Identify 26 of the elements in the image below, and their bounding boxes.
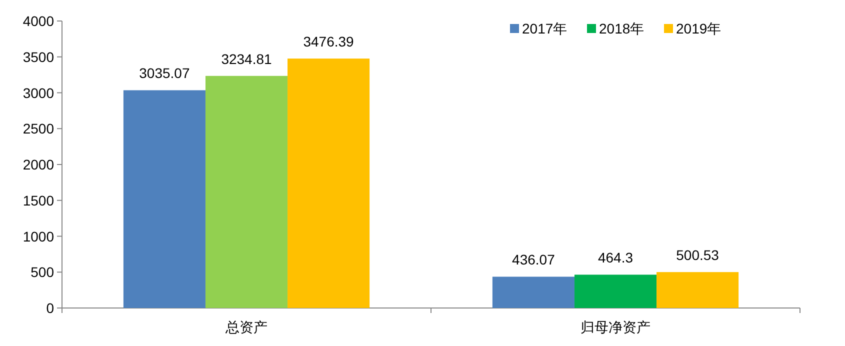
y-tick-label: 3500 — [22, 48, 54, 65]
y-tick-label: 2000 — [22, 156, 54, 172]
legend-label: 2017年 — [522, 20, 568, 36]
data-label: 3476.39 — [303, 34, 354, 50]
data-label: 436.07 — [512, 252, 556, 268]
y-tick-label: 3000 — [22, 84, 54, 101]
y-tick-label: 0 — [46, 300, 54, 316]
bar — [492, 276, 574, 308]
y-tick-label: 2500 — [22, 120, 54, 137]
legend-label: 2019年 — [676, 20, 722, 36]
y-tick-label: 4000 — [22, 13, 54, 29]
bar — [288, 58, 370, 308]
bar — [123, 90, 206, 308]
x-tick-label: 总资产 — [224, 319, 268, 335]
y-tick-label: 500 — [30, 264, 54, 280]
y-tick-label: 1000 — [22, 228, 54, 244]
x-tick-label: 归母净资产 — [580, 319, 650, 335]
bar — [205, 76, 288, 308]
y-tick-label: 1500 — [22, 192, 54, 208]
data-label: 464.3 — [598, 250, 634, 266]
data-label: 500.53 — [676, 247, 720, 264]
bar — [656, 272, 739, 308]
data-label: 3035.07 — [139, 65, 190, 82]
bar — [574, 274, 657, 308]
data-label: 3234.81 — [221, 50, 272, 67]
legend-label: 2018年 — [599, 20, 644, 36]
